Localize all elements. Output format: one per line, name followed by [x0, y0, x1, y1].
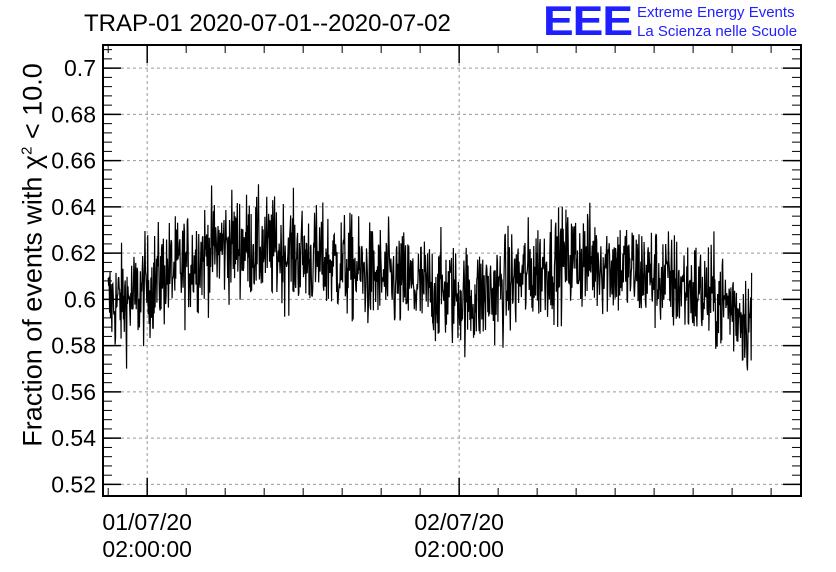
y-tick-label: 0.54 — [51, 425, 96, 451]
series-line — [107, 184, 753, 371]
x-tick-date: 01/07/20 — [102, 509, 192, 535]
axis-ticks — [103, 45, 801, 496]
logo-line-1: Extreme Energy Events — [637, 4, 795, 21]
chi-symbol: χ — [17, 154, 48, 170]
y-axis-label-prefix: Fraction of events with — [17, 169, 48, 447]
x-tick-label: 01/07/20 02:00:00 — [102, 509, 192, 563]
logo-line-2: La Scienza nelle Scuole — [637, 23, 798, 40]
y-tick-label: 0.62 — [51, 240, 96, 266]
y-tick-label: 0.7 — [64, 55, 96, 81]
y-tick-label: 0.66 — [51, 148, 96, 174]
y-tick-label: 0.58 — [51, 333, 96, 359]
y-tick-label: 0.68 — [51, 101, 96, 127]
y-tick-label: 0.6 — [64, 286, 96, 312]
y-tick-label: 0.56 — [51, 379, 96, 405]
series-polyline — [107, 184, 753, 371]
chart-title: TRAP-01 2020-07-01--2020-07-02 — [84, 10, 451, 37]
eee-logo: EEE — [543, 0, 633, 45]
logo-text: Extreme Energy Events La Scienza nelle S… — [637, 3, 797, 41]
x-tick-label: 02/07/20 02:00:00 — [414, 509, 504, 563]
x-tick-date: 02/07/20 — [414, 509, 504, 535]
plot-frame — [102, 44, 802, 497]
y-axis-label: Fraction of events with χ2 < 10.0 — [18, 63, 49, 446]
x-tick-time: 02:00:00 — [102, 536, 192, 562]
y-tick-label: 0.64 — [51, 194, 96, 220]
y-tick-labels: 0.52 0.54 0.56 0.58 0.6 0.62 0.64 0.66 0.68 0.7 — [51, 55, 96, 497]
y-axis-label-suffix: < 10.0 — [17, 63, 48, 147]
x-tick-time: 02:00:00 — [414, 536, 504, 562]
y-tick-label: 0.52 — [51, 471, 96, 497]
superscript-2: 2 — [18, 146, 36, 155]
